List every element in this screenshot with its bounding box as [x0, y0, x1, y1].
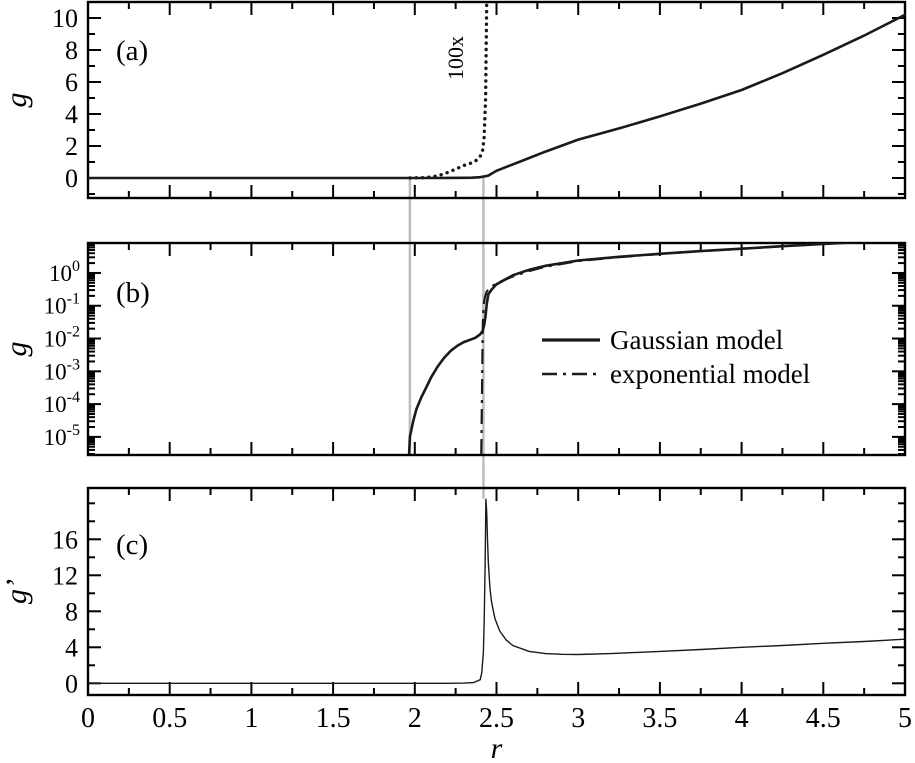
y-tick-label: 10-3	[44, 356, 80, 384]
series-curve-a-0	[88, 13, 905, 180]
x-tick-label: 3	[571, 703, 585, 734]
x-tick-label: 0.5	[152, 703, 187, 734]
x-tick-label: 5	[898, 703, 912, 734]
y-tick-label: 16	[52, 525, 78, 554]
y-tick-label: 100	[49, 258, 80, 286]
y-tick-label: 10-2	[44, 324, 80, 352]
annotation-100x: 100x	[443, 36, 468, 80]
panel-b-ylabel: g	[0, 342, 33, 357]
legend-label-1: exponential model	[610, 359, 810, 389]
panel-b-border	[86, 241, 907, 457]
y-tick-label: 8	[65, 36, 78, 65]
y-tick-label: 10-4	[44, 389, 80, 417]
y-tick-label: 0	[65, 164, 78, 193]
panel-a-ylabel: g	[0, 93, 33, 108]
x-tick-label: 4.5	[806, 703, 841, 734]
panel-c-border	[86, 486, 907, 697]
y-tick-label: 6	[65, 68, 78, 97]
x-tick-label: 2.5	[479, 703, 514, 734]
x-axis-label: r	[491, 732, 503, 763]
legend-label-0: Gaussian model	[610, 325, 783, 355]
y-tick-label: 4	[65, 100, 78, 129]
series-curve-a-1	[408, 2, 489, 180]
series-curve-b-1	[480, 243, 865, 455]
panel-label-a: (a)	[116, 35, 148, 67]
y-tick-label: 10-5	[44, 422, 80, 450]
series-curve-c-0	[88, 498, 905, 684]
y-tick-label: 0	[65, 669, 78, 698]
y-tick-label: 2	[65, 132, 78, 161]
panel-c-ylabel: g’	[0, 579, 33, 604]
x-tick-label: 0	[81, 703, 95, 734]
x-tick-label: 4	[735, 703, 749, 734]
y-tick-label: 8	[65, 597, 78, 626]
panel-label-c: (c)	[116, 529, 148, 561]
panel-a-border	[86, 0, 907, 200]
x-tick-label: 1.5	[316, 703, 351, 734]
y-tick-label: 10	[52, 4, 78, 33]
x-tick-label: 1	[244, 703, 258, 734]
y-tick-label: 10-1	[44, 291, 80, 319]
x-tick-label: 3.5	[642, 703, 677, 734]
y-tick-label: 4	[65, 633, 78, 662]
panel-label-b: (b)	[116, 277, 150, 309]
x-tick-label: 2	[408, 703, 422, 734]
y-tick-label: 12	[52, 561, 78, 590]
